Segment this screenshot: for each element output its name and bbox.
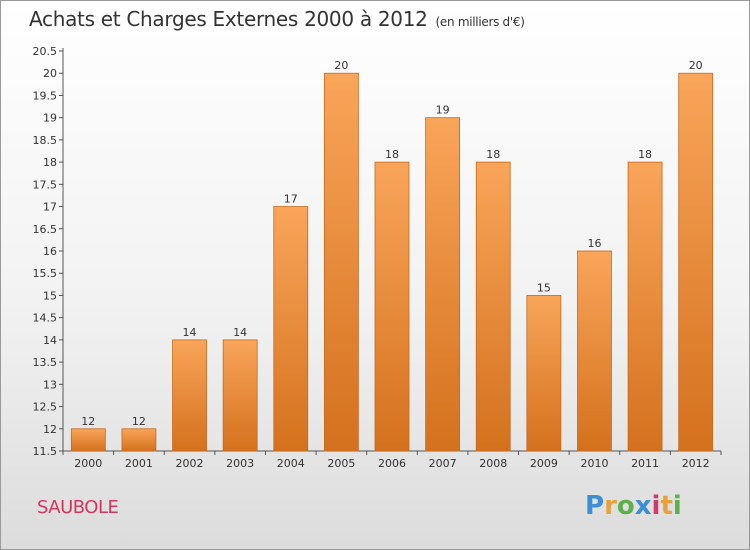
logo-letter: x	[634, 491, 652, 521]
y-tick-label: 16	[43, 245, 57, 258]
x-tick-label-2004: 2004	[277, 457, 305, 470]
y-tick-label: 16.5	[33, 223, 58, 236]
y-tick-label: 19	[43, 112, 57, 125]
axes: 11.5 12 12.5 13 13.5 14 14.5 15 15.5 16 16.5 17 17.5…	[33, 45, 722, 470]
bar-2011	[627, 161, 663, 452]
logo-letter: i	[651, 491, 661, 521]
bar-2001	[121, 428, 157, 452]
commune-name: SAUBOLE	[37, 497, 119, 518]
bar-2007	[425, 117, 461, 452]
x-tick-label-2011: 2011	[631, 457, 659, 470]
x-tick-label-2008: 2008	[479, 457, 507, 470]
bar-2009	[526, 295, 562, 452]
y-tick-label: 15.5	[33, 267, 58, 280]
data-label-2005: 20	[334, 59, 348, 72]
x-tick-label-2000: 2000	[74, 457, 102, 470]
logo-letter: P	[585, 491, 605, 521]
y-tick-label: 17.5	[33, 178, 58, 191]
data-label-2004: 17	[284, 193, 298, 206]
y-tick-label: 19.5	[33, 89, 58, 102]
bar-2004	[273, 206, 309, 452]
data-label-2008: 18	[486, 148, 500, 161]
data-label-2003: 14	[233, 326, 247, 339]
data-label-2006: 18	[385, 148, 399, 161]
bar-2003	[222, 339, 258, 452]
data-label-2002: 14	[183, 326, 197, 339]
bar-2008	[475, 161, 511, 452]
x-tick-label-2003: 2003	[226, 457, 254, 470]
data-label-2011: 18	[638, 148, 652, 161]
y-tick-label: 12	[43, 423, 57, 436]
bar-2005	[323, 72, 359, 452]
data-label-2007: 19	[436, 104, 450, 117]
bar-2002	[172, 339, 207, 452]
chart-unit: (en milliers d'€)	[435, 15, 525, 29]
y-tick-label: 18	[43, 156, 57, 169]
logo-letter: i	[672, 491, 682, 521]
x-tick-label-2006: 2006	[378, 457, 406, 470]
bar-2006	[374, 161, 410, 452]
data-labels: 12 12 14 14 17 20 18 19 18 15 16 18 20	[81, 59, 702, 428]
y-tick-label: 20	[43, 67, 57, 80]
bar-2000	[70, 428, 106, 452]
x-tick-label-2005: 2005	[327, 457, 355, 470]
y-tick-label: 13.5	[33, 356, 58, 369]
x-tick-label-2009: 2009	[530, 457, 558, 470]
y-tick-label: 11.5	[33, 445, 58, 458]
data-label-2000: 12	[81, 415, 95, 428]
data-label-2001: 12	[132, 415, 146, 428]
y-tick-label: 20.5	[33, 45, 58, 58]
chart-title: Achats et Charges Externes 2000 à 2012 (e…	[29, 7, 525, 31]
y-tick-label: 17	[43, 201, 57, 214]
y-tick-label: 13	[43, 378, 57, 391]
chart-title-text: Achats et Charges Externes 2000 à 2012	[29, 7, 428, 31]
x-tick-label-2007: 2007	[429, 457, 457, 470]
x-tick-label-2010: 2010	[580, 457, 608, 470]
logo-letter: t	[660, 491, 673, 521]
data-label-2012: 20	[689, 59, 703, 72]
x-tick-label-2012: 2012	[682, 457, 710, 470]
data-label-2010: 16	[587, 237, 601, 250]
logo-letter: r	[604, 491, 617, 521]
bars	[70, 72, 714, 452]
proxiti-logo: Proxiti	[585, 491, 682, 521]
data-label-2009: 15	[537, 281, 551, 294]
logo-letter: o	[616, 491, 635, 521]
y-tick-label: 18.5	[33, 134, 58, 147]
y-tick-label: 15	[43, 289, 57, 302]
x-tick-label-2002: 2002	[176, 457, 204, 470]
x-tick-label-2001: 2001	[125, 457, 153, 470]
y-tick-label: 14	[43, 334, 57, 347]
bar-2012	[678, 72, 714, 452]
bar-2010	[577, 250, 612, 452]
y-tick-label: 14.5	[33, 312, 58, 325]
y-tick-label: 12.5	[33, 401, 58, 414]
